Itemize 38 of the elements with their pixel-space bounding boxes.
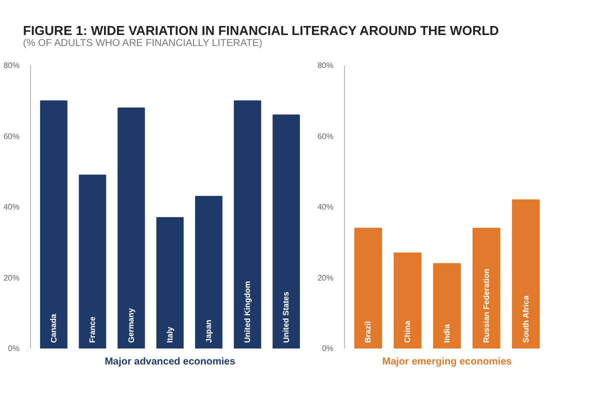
bar	[118, 107, 145, 348]
x-tick-label: Germany	[126, 308, 136, 343]
y-tick-label: 20%	[317, 273, 334, 282]
y-tick-label: 60%	[3, 132, 20, 141]
x-tick-label: Japan	[204, 320, 214, 343]
x-tick-label: United States	[282, 291, 291, 343]
chart-title: FIGURE 1: WIDE VARIATION IN FINANCIAL LITERACY AROUND THE WORLD	[23, 23, 499, 38]
bar	[234, 100, 262, 348]
y-tick-label: 60%	[317, 132, 334, 141]
x-axis-title: Major advanced economies	[104, 356, 236, 368]
x-tick-label: France	[88, 316, 97, 343]
bar	[195, 196, 222, 348]
y-tick-label: 0%	[322, 344, 334, 353]
y-tick-label: 40%	[317, 202, 334, 212]
chart-subtitle: (% OF ADULTS WHO ARE FINANCIALLY LITERATE)	[23, 38, 264, 49]
y-tick-label: 20%	[3, 273, 20, 282]
x-tick-label: South Africa	[521, 295, 530, 343]
x-tick-label: China	[403, 320, 412, 343]
bar	[512, 199, 540, 348]
x-tick-label: Brazil	[364, 321, 373, 343]
x-tick-label: United Kingdom	[243, 281, 252, 343]
bar	[40, 100, 68, 348]
y-tick-label: 0%	[8, 344, 20, 353]
bar	[272, 114, 300, 348]
x-axis-title: Major emerging economies	[382, 356, 512, 368]
y-tick-label: 40%	[3, 202, 20, 212]
bar	[354, 228, 382, 348]
bar	[394, 252, 422, 348]
x-tick-label: Canada	[49, 313, 58, 343]
x-tick-label: Russian Federation	[482, 268, 491, 343]
x-tick-label: India	[442, 324, 452, 343]
y-tick-label: 80%	[317, 61, 334, 70]
bar	[472, 228, 500, 348]
y-tick-label: 80%	[3, 61, 20, 70]
bar	[156, 217, 184, 348]
x-tick-label: Italy	[166, 326, 174, 343]
bar	[433, 263, 461, 348]
bar	[78, 174, 106, 348]
